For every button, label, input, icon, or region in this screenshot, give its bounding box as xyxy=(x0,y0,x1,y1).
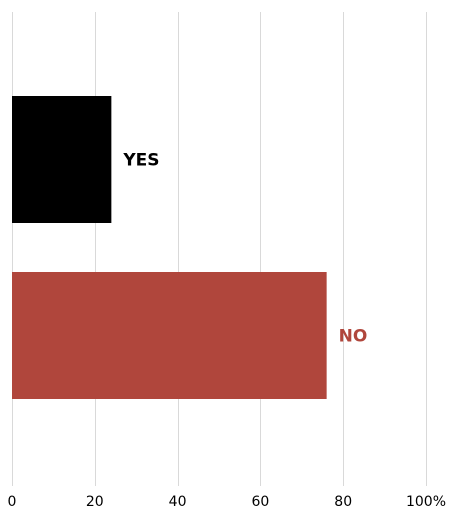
x-tick-label: 0 xyxy=(8,494,17,509)
x-tick-label: 40 xyxy=(169,494,187,509)
x-tick-label: 100% xyxy=(406,494,446,509)
chart-grid xyxy=(12,12,427,486)
chart-bars xyxy=(12,96,327,399)
x-axis-ticks: 0 20 40 60 80 100% xyxy=(8,494,446,509)
x-tick-label: 80 xyxy=(334,494,352,509)
chart-data-labels: YES NO xyxy=(122,151,367,347)
x-tick-label: 60 xyxy=(251,494,269,509)
x-tick-label: 20 xyxy=(86,494,104,509)
bar-no xyxy=(12,272,327,399)
data-label-no: NO xyxy=(339,327,368,347)
data-label-yes: YES xyxy=(122,151,159,171)
bar-yes xyxy=(12,96,112,223)
